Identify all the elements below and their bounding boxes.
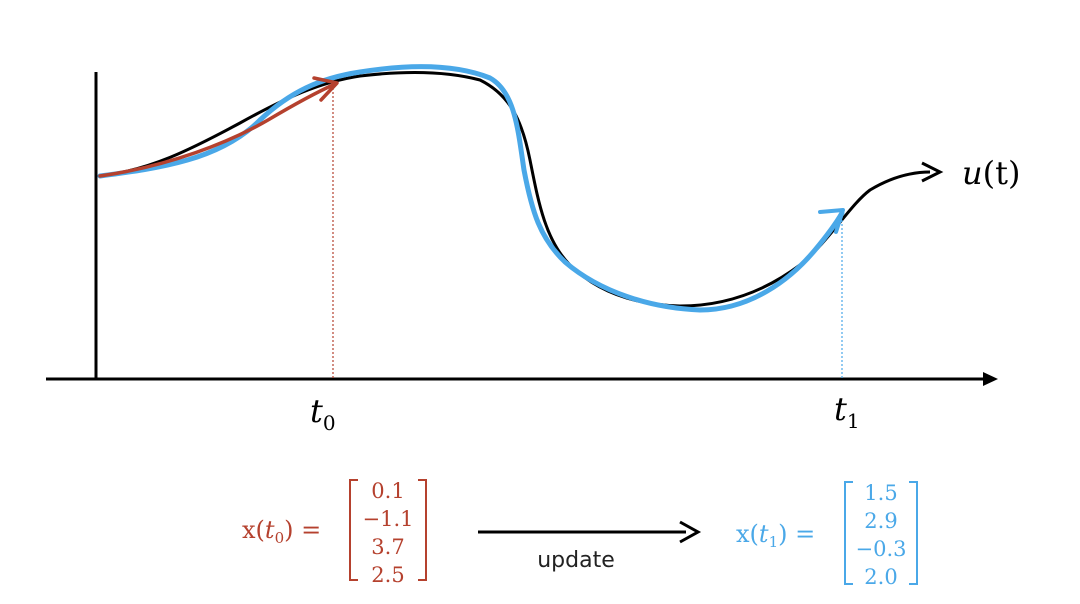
curve-label-arg: (t) [983,154,1021,192]
t0-tangent-arrow [98,82,337,178]
state-t0-right-bracket [418,479,427,581]
t1-tick-sub: 1 [847,409,860,433]
state-t0-value: −1.1 [363,507,414,531]
state-t0-value: 3.7 [371,535,404,559]
update-arrowhead [679,520,702,544]
x-axis-arrowhead [983,372,998,386]
state-t1-lhs-t: t [759,520,769,548]
state-t1-lhs-sub: 1 [769,533,779,551]
update-label: update [537,548,615,573]
fitted-curve [97,64,845,313]
state-t0: x(t0) = 0.1 −1.1 3.7 2.5 [242,479,427,587]
t1-tick-base: t [834,390,847,428]
curve-label: u(t) [962,154,1020,192]
state-t1-value: −0.3 [856,537,907,561]
t0-tick-label: t0 [310,392,336,435]
state-t1-value: 2.0 [864,565,897,589]
t0-tick-sub: 0 [323,411,336,435]
state-t1-value: 2.9 [864,509,897,533]
t1-tick-label: t1 [834,390,860,433]
state-t0-lhs-open: x( [242,516,265,544]
t0-tangent-arrowhead [312,76,339,102]
curve-arrowhead [921,161,944,183]
curve-label-base: u [962,154,983,192]
state-t0-lhs-t: t [265,516,275,544]
state-t1-lhs-close: ) = [778,520,815,548]
state-t0-lhs-close: ) = [284,516,321,544]
state-t1: x(t1) = 1.5 2.9 −0.3 2.0 [736,481,918,589]
state-t1-value: 1.5 [864,481,897,505]
state-t0-value: 0.1 [371,479,404,503]
state-t0-lhs: x(t0) = [242,516,321,547]
t0-tick-base: t [310,392,323,430]
state-t1-lhs-open: x( [736,520,759,548]
state-t1-left-bracket [844,481,853,585]
state-t0-lhs-sub: 0 [275,529,285,547]
t1-tangent-arrowhead [818,208,845,234]
state-t1-right-bracket [909,481,918,585]
true-curve [99,71,931,308]
state-t0-left-bracket [349,479,358,581]
state-t1-lhs: x(t1) = [736,520,815,551]
state-t0-value: 2.5 [371,563,404,587]
